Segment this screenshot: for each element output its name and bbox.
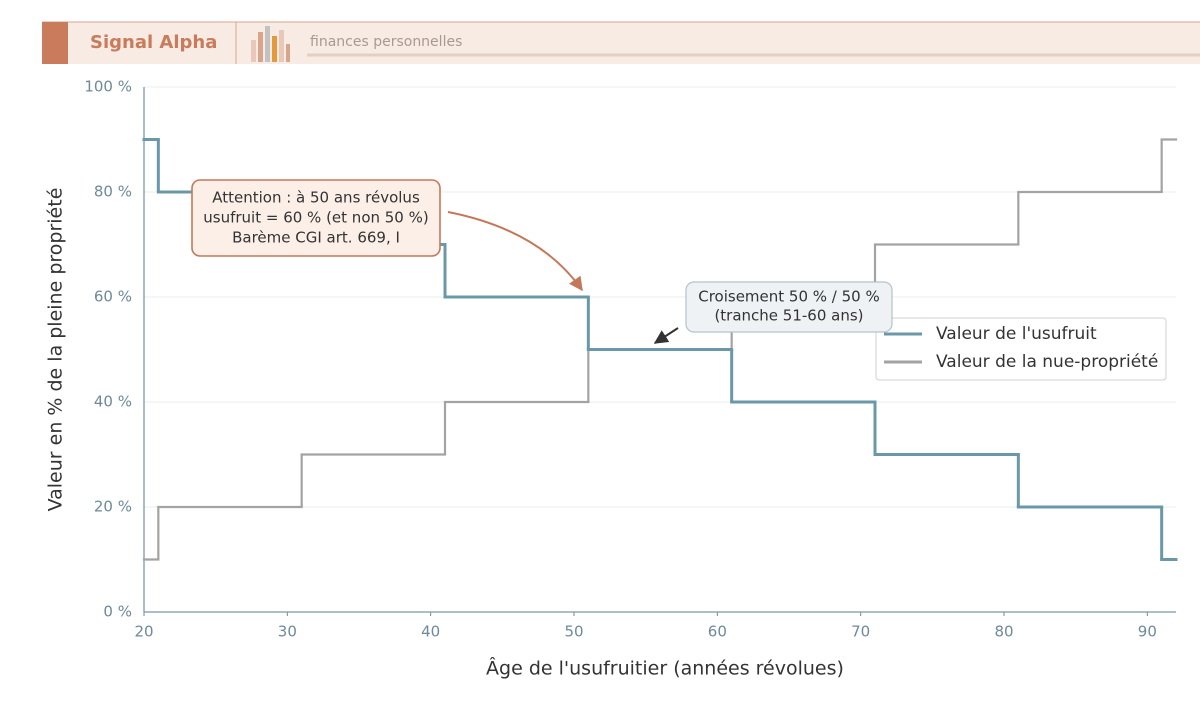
header: Signal Alpha finances personnelles bbox=[42, 21, 1200, 64]
logo-icon bbox=[251, 26, 290, 62]
annotation-text: (tranche 51-60 ans) bbox=[714, 307, 863, 325]
legend-label: Valeur de la nue-propriété bbox=[936, 352, 1158, 372]
annotation-text: Barème CGI art. 669, I bbox=[232, 229, 400, 247]
x-tick-label: 40 bbox=[421, 623, 440, 641]
x-tick-label: 80 bbox=[994, 623, 1013, 641]
x-tick-label: 50 bbox=[564, 623, 583, 641]
brand: Signal Alpha bbox=[90, 32, 217, 53]
y-tick-label: 40 % bbox=[94, 393, 132, 411]
legend-label: Valeur de l'usufruit bbox=[936, 324, 1097, 344]
header-accent bbox=[42, 22, 68, 64]
y-axis-label: Valeur en % de la pleine propriété bbox=[45, 188, 67, 512]
y-tick-label: 20 % bbox=[94, 498, 132, 516]
x-tick-label: 90 bbox=[1138, 623, 1157, 641]
x-tick-label: 70 bbox=[851, 623, 870, 641]
x-tick-label: 20 bbox=[134, 623, 153, 641]
x-tick-label: 60 bbox=[708, 623, 727, 641]
annotation-box bbox=[685, 281, 893, 333]
y-tick-label: 0 % bbox=[103, 603, 132, 621]
header-band bbox=[42, 22, 1200, 64]
annotation-text: Croisement 50 % / 50 % bbox=[698, 288, 880, 306]
y-tick-label: 80 % bbox=[94, 183, 132, 201]
annotation-arrow bbox=[447, 211, 583, 292]
x-tick-label: 30 bbox=[278, 623, 297, 641]
y-tick-label: 60 % bbox=[94, 288, 132, 306]
y-tick-label: 100 % bbox=[84, 78, 132, 96]
annotation-text: Attention : à 50 ans révolus bbox=[212, 189, 420, 207]
x-axis-label: Âge de l'usufruitier (années révolues) bbox=[486, 657, 844, 680]
tagline: finances personnelles bbox=[310, 34, 462, 50]
annotation-box bbox=[191, 179, 441, 257]
annotation-text: usufruit = 60 % (et non 50 %) bbox=[203, 209, 428, 227]
legend-box bbox=[875, 317, 1167, 381]
annotation-arrow bbox=[653, 327, 679, 344]
